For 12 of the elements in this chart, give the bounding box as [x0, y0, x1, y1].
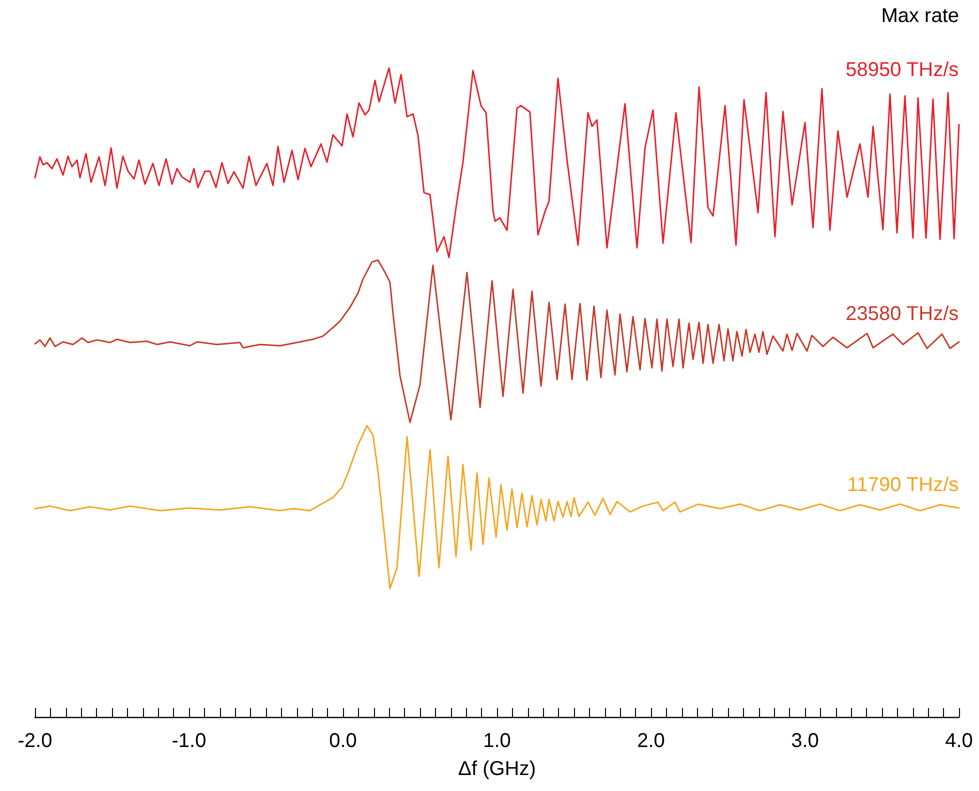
x-tick-label: 3.0 — [791, 730, 819, 752]
x-tick-label: 2.0 — [637, 730, 665, 752]
series-label: 23580 THz/s — [846, 302, 959, 325]
x-tick-label: 1.0 — [483, 730, 511, 752]
x-tick-label: 4.0 — [945, 730, 973, 752]
series-label: 58950 THz/s — [846, 58, 959, 81]
x-tick-label: -1.0 — [172, 730, 206, 752]
x-axis-title: Δf (GHz) — [458, 758, 536, 780]
legend-title: Max rate — [881, 5, 960, 27]
x-tick-label: 0.0 — [329, 730, 357, 752]
x-tick-label: -2.0 — [18, 730, 52, 752]
series-label: 11790 THz/s — [847, 474, 959, 496]
